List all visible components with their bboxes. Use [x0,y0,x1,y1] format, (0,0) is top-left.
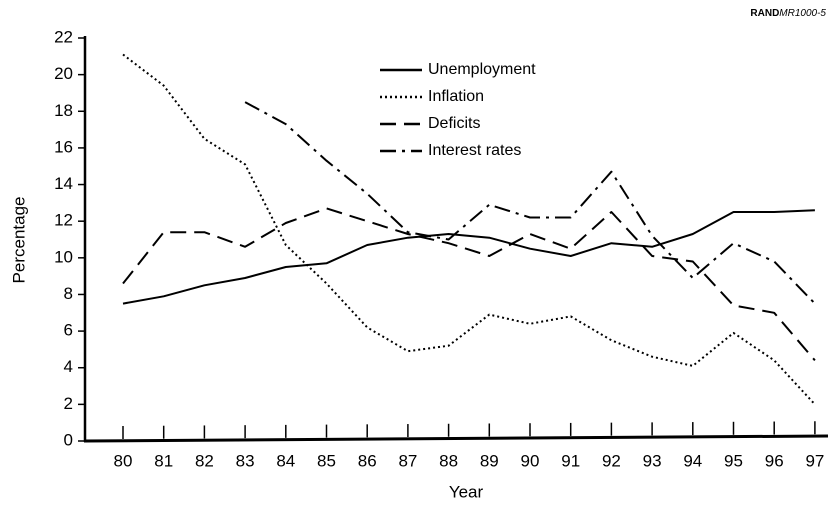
x-tick-label: 91 [561,451,580,470]
series-line [122,209,815,305]
x-tick-label: 84 [276,451,295,470]
x-tick-label: 86 [358,451,377,470]
x-tick-label: 94 [683,451,702,470]
x-tick-label: 93 [643,451,662,470]
x-tick-label: 82 [195,451,214,470]
x-tick-label: 80 [114,451,133,470]
x-tick-label: 87 [398,451,417,470]
source-note: RANDMR1000-5 [750,8,826,19]
source-bold: RAND [750,8,779,19]
series-line [122,53,816,406]
y-tick-label: 20 [54,64,73,83]
x-tick-label: 96 [765,451,784,470]
y-tick-label: 4 [64,357,73,376]
y-tick-label: 16 [54,137,73,156]
y-tick-label: 14 [54,174,73,193]
y-tick-label: 10 [54,247,73,266]
y-tick-label: 12 [54,211,73,230]
x-tick-label: 83 [236,451,255,470]
y-tick-label: 0 [64,430,73,449]
x-tick-label: 92 [602,451,621,470]
x-tick-label: 97 [805,451,824,470]
x-tick-label: 85 [317,451,336,470]
x-tick-label: 89 [480,451,499,470]
legend-label: Unemployment [428,61,536,78]
y-tick-label: 18 [54,101,73,120]
legend-label: Deficits [428,115,480,132]
x-tick-label: 90 [521,451,540,470]
x-tick-label: 95 [724,451,743,470]
x-axis [83,434,828,443]
x-axis-label: Year [449,482,484,501]
y-tick-label: 6 [64,321,73,340]
y-tick-label: 22 [54,27,73,46]
x-tick-label: 88 [439,451,458,470]
x-tick-label: 81 [154,451,173,470]
legend-label: Interest rates [428,142,521,159]
y-tick-label: 2 [64,394,73,413]
source-italic: MR1000-5 [779,8,826,19]
y-tick-label: 8 [64,284,73,303]
legend-label: Inflation [428,88,484,105]
series-line [244,101,816,305]
series-line [122,207,816,362]
y-axis-label: Percentage [9,197,28,284]
